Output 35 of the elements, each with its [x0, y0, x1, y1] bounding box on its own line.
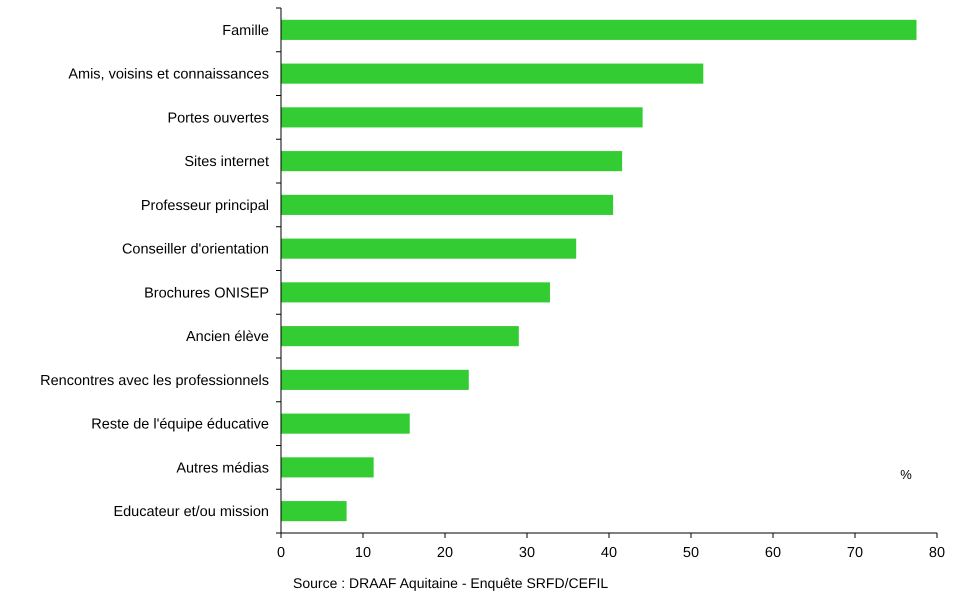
y-tick-label: Educateur et/ou mission	[113, 504, 269, 520]
y-tick-label: Portes ouvertes	[167, 110, 269, 126]
y-tick-label: Professeur principal	[140, 198, 269, 214]
y-tick-label: Reste de l'équipe éducative	[91, 416, 269, 433]
bar	[281, 20, 916, 40]
bar	[281, 370, 469, 390]
x-tick-label: 70	[846, 545, 864, 561]
bar	[281, 414, 410, 434]
bar	[281, 64, 704, 84]
x-tick-label: 80	[928, 545, 946, 561]
x-tick-label: 50	[682, 545, 700, 561]
y-tick-label: Sites internet	[184, 154, 269, 170]
annotation: %	[900, 467, 912, 482]
bar	[281, 501, 347, 522]
x-tick-label: 60	[764, 545, 782, 561]
x-tick-label: 30	[518, 545, 536, 561]
x-tick-label: 10	[354, 545, 372, 561]
source-note: Source : DRAAF Aquitaine - Enquête SRFD/CEFIL	[293, 575, 608, 591]
y-tick-label: Brochures ONISEP	[144, 285, 269, 302]
y-tick-label: Amis, voisins et connaissances	[68, 66, 269, 83]
bar	[281, 457, 374, 478]
bar	[281, 107, 643, 128]
y-tick-label: Famille	[222, 22, 269, 39]
bar	[281, 282, 550, 302]
bar	[281, 326, 519, 346]
x-tick-label: 0	[276, 545, 286, 561]
y-tick-label: Rencontres avec les professionnels	[40, 372, 269, 389]
bar	[281, 151, 622, 172]
y-tick-label: Ancien élève	[186, 329, 269, 346]
bar	[281, 194, 614, 215]
y-tick-label: Autres médias	[176, 460, 269, 476]
x-tick-label: 40	[600, 545, 618, 561]
bar	[281, 238, 576, 259]
y-tick-label: Conseiller d'orientation	[122, 242, 269, 258]
x-tick-label: 20	[436, 545, 454, 561]
